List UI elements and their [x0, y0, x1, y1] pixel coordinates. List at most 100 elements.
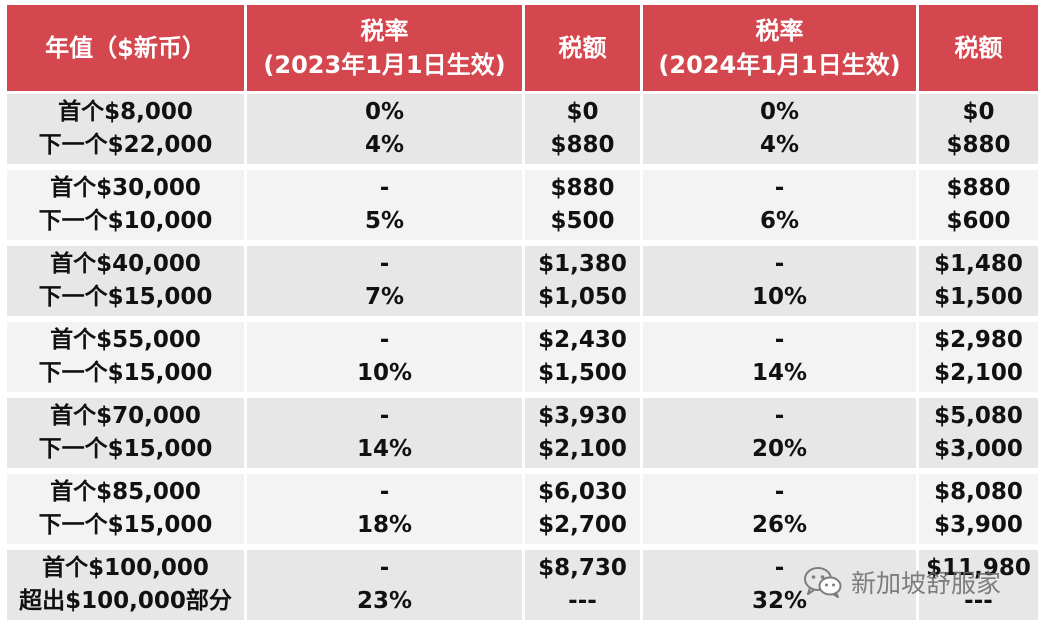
tax-2024-cell: $8,080 $3,900 [916, 471, 1041, 550]
band-cell: 首个$100,000 超出$100,000部分 [4, 547, 247, 626]
tax-2024-cell: $0 $880 [916, 92, 1041, 170]
tax-2024-next: $1,500 [934, 284, 1023, 310]
table-row: 首个$70,000 下一个$15,000 - 14% $3,930 $2,100… [4, 395, 1041, 474]
property-tax-table: 年值（$新币） 税率 (2023年1月1日生效) 税额 税率 (2024年1月1… [4, 2, 1041, 626]
tax-2023-first: $3,930 [538, 403, 627, 429]
band-next: 超出$100,000部分 [19, 588, 232, 614]
rate-2023-first: - [379, 403, 390, 429]
tax-2023-next: $2,100 [538, 436, 627, 462]
header-sublabel: (2024年1月1日生效) [658, 51, 901, 79]
rate-2024-next: 14% [751, 360, 808, 386]
band-cell: 首个$55,000 下一个$15,000 [4, 319, 247, 398]
rate-2024-first: 0% [759, 99, 800, 125]
rate-2024-cell: 0% 4% [640, 92, 919, 170]
rate-2024-next: 20% [751, 436, 808, 462]
rate-2024-first: - [774, 327, 785, 353]
tax-2024-cell: $11,980 --- [916, 547, 1041, 626]
rate-2023-cell: - 18% [244, 471, 525, 550]
rate-2023-next: 5% [364, 208, 405, 234]
rate-2024-cell: - 6% [640, 167, 919, 246]
tax-2023-next: $1,500 [538, 360, 627, 386]
rate-2023-cell: - 23% [244, 547, 525, 626]
header-row: 年值（$新币） 税率 (2023年1月1日生效) 税额 税率 (2024年1月1… [4, 2, 1041, 94]
rate-2023-cell: - 5% [244, 167, 525, 246]
header-tax-2024: 税额 [916, 2, 1041, 94]
header-label: 税率 [360, 17, 409, 45]
rate-2023-first: - [379, 555, 390, 581]
rate-2023-first: - [379, 327, 390, 353]
header-label: 年值（$新币） [45, 34, 206, 62]
table-body: 首个$8,000 下一个$22,000 0% 4% $0 $880 0% 4% … [4, 92, 1041, 626]
watermark-text: 新加坡舒服家 [851, 569, 1002, 598]
tax-2024-cell: $880 $600 [916, 167, 1041, 246]
tax-2024-next: $3,000 [934, 436, 1023, 462]
table-row: 首个$40,000 下一个$15,000 - 7% $1,380 $1,050 … [4, 243, 1041, 322]
header-rate-2024: 税率 (2024年1月1日生效) [640, 2, 919, 94]
rate-2023-next: 14% [356, 436, 413, 462]
band-next: 下一个$22,000 [38, 132, 213, 158]
tax-2023-first: $2,430 [538, 327, 627, 353]
rate-2024-next: 4% [759, 132, 800, 158]
rate-2024-first: - [774, 175, 785, 201]
band-next: 下一个$15,000 [38, 436, 213, 462]
header-rate-2023: 税率 (2023年1月1日生效) [244, 2, 525, 94]
tax-2024-next: --- [964, 588, 993, 614]
rate-2023-next: 7% [364, 284, 405, 310]
tax-2024-cell: $1,480 $1,500 [916, 243, 1041, 322]
tax-2023-cell: $2,430 $1,500 [522, 319, 643, 398]
rate-2024-cell: - 20% [640, 395, 919, 474]
rate-2024-next: 6% [759, 208, 800, 234]
header-annual-value: 年值（$新币） [4, 2, 247, 94]
tax-2024-first: $880 [946, 175, 1011, 201]
band-cell: 首个$8,000 下一个$22,000 [4, 92, 247, 170]
tax-2023-cell: $880 $500 [522, 167, 643, 246]
tax-2023-first: $8,730 [538, 555, 627, 581]
rate-2023-next: 23% [356, 588, 413, 614]
rate-2024-next: 10% [751, 284, 808, 310]
tax-2023-first: $6,030 [538, 479, 627, 505]
band-cell: 首个$70,000 下一个$15,000 [4, 395, 247, 474]
watermark: 新加坡舒服家 [803, 560, 1001, 604]
tax-2023-cell: $1,380 $1,050 [522, 243, 643, 322]
band-cell: 首个$85,000 下一个$15,000 [4, 471, 247, 550]
tax-2024-cell: $2,980 $2,100 [916, 319, 1041, 398]
rate-2024-next: 26% [751, 512, 808, 538]
tax-2024-first: $8,080 [934, 479, 1023, 505]
rate-2024-cell: - 10% [640, 243, 919, 322]
rate-2023-cell: 0% 4% [244, 92, 525, 170]
table-row: 首个$8,000 下一个$22,000 0% 4% $0 $880 0% 4% … [4, 92, 1041, 170]
band-first: 首个$100,000 [42, 555, 209, 581]
rate-2023-first: 0% [364, 99, 405, 125]
tax-2023-first: $880 [550, 175, 615, 201]
table-row: 首个$55,000 下一个$15,000 - 10% $2,430 $1,500… [4, 319, 1041, 398]
band-first: 首个$40,000 [50, 251, 201, 277]
band-first: 首个$85,000 [50, 479, 201, 505]
tax-2024-first: $11,980 [926, 555, 1031, 581]
table-row: 首个$30,000 下一个$10,000 - 5% $880 $500 - 6%… [4, 167, 1041, 246]
rate-2023-first: - [379, 251, 390, 277]
rate-2024-cell: - 32% [640, 547, 919, 626]
rate-2023-cell: - 7% [244, 243, 525, 322]
rate-2023-next: 4% [364, 132, 405, 158]
tax-2024-next: $880 [946, 132, 1011, 158]
header-label: 税额 [558, 34, 607, 62]
tax-2024-first: $2,980 [934, 327, 1023, 353]
band-next: 下一个$15,000 [38, 512, 213, 538]
rate-2024-cell: - 26% [640, 471, 919, 550]
tax-2024-first: $5,080 [934, 403, 1023, 429]
band-first: 首个$30,000 [50, 175, 201, 201]
tax-2024-first: $0 [962, 99, 995, 125]
tax-2024-next: $600 [946, 208, 1011, 234]
header-label: 税率 [755, 17, 804, 45]
rate-2023-first: - [379, 479, 390, 505]
rate-2024-first: - [774, 555, 785, 581]
tax-2023-next: $2,700 [538, 512, 627, 538]
table-row: 首个$85,000 下一个$15,000 - 18% $6,030 $2,700… [4, 471, 1041, 550]
rate-2024-next: 32% [751, 588, 808, 614]
tax-2024-cell: $5,080 $3,000 [916, 395, 1041, 474]
table-header: 年值（$新币） 税率 (2023年1月1日生效) 税额 税率 (2024年1月1… [4, 2, 1041, 94]
tax-2023-cell: $6,030 $2,700 [522, 471, 643, 550]
tax-2023-next: $1,050 [538, 284, 627, 310]
header-label: 税额 [954, 34, 1003, 62]
rate-2024-first: - [774, 403, 785, 429]
